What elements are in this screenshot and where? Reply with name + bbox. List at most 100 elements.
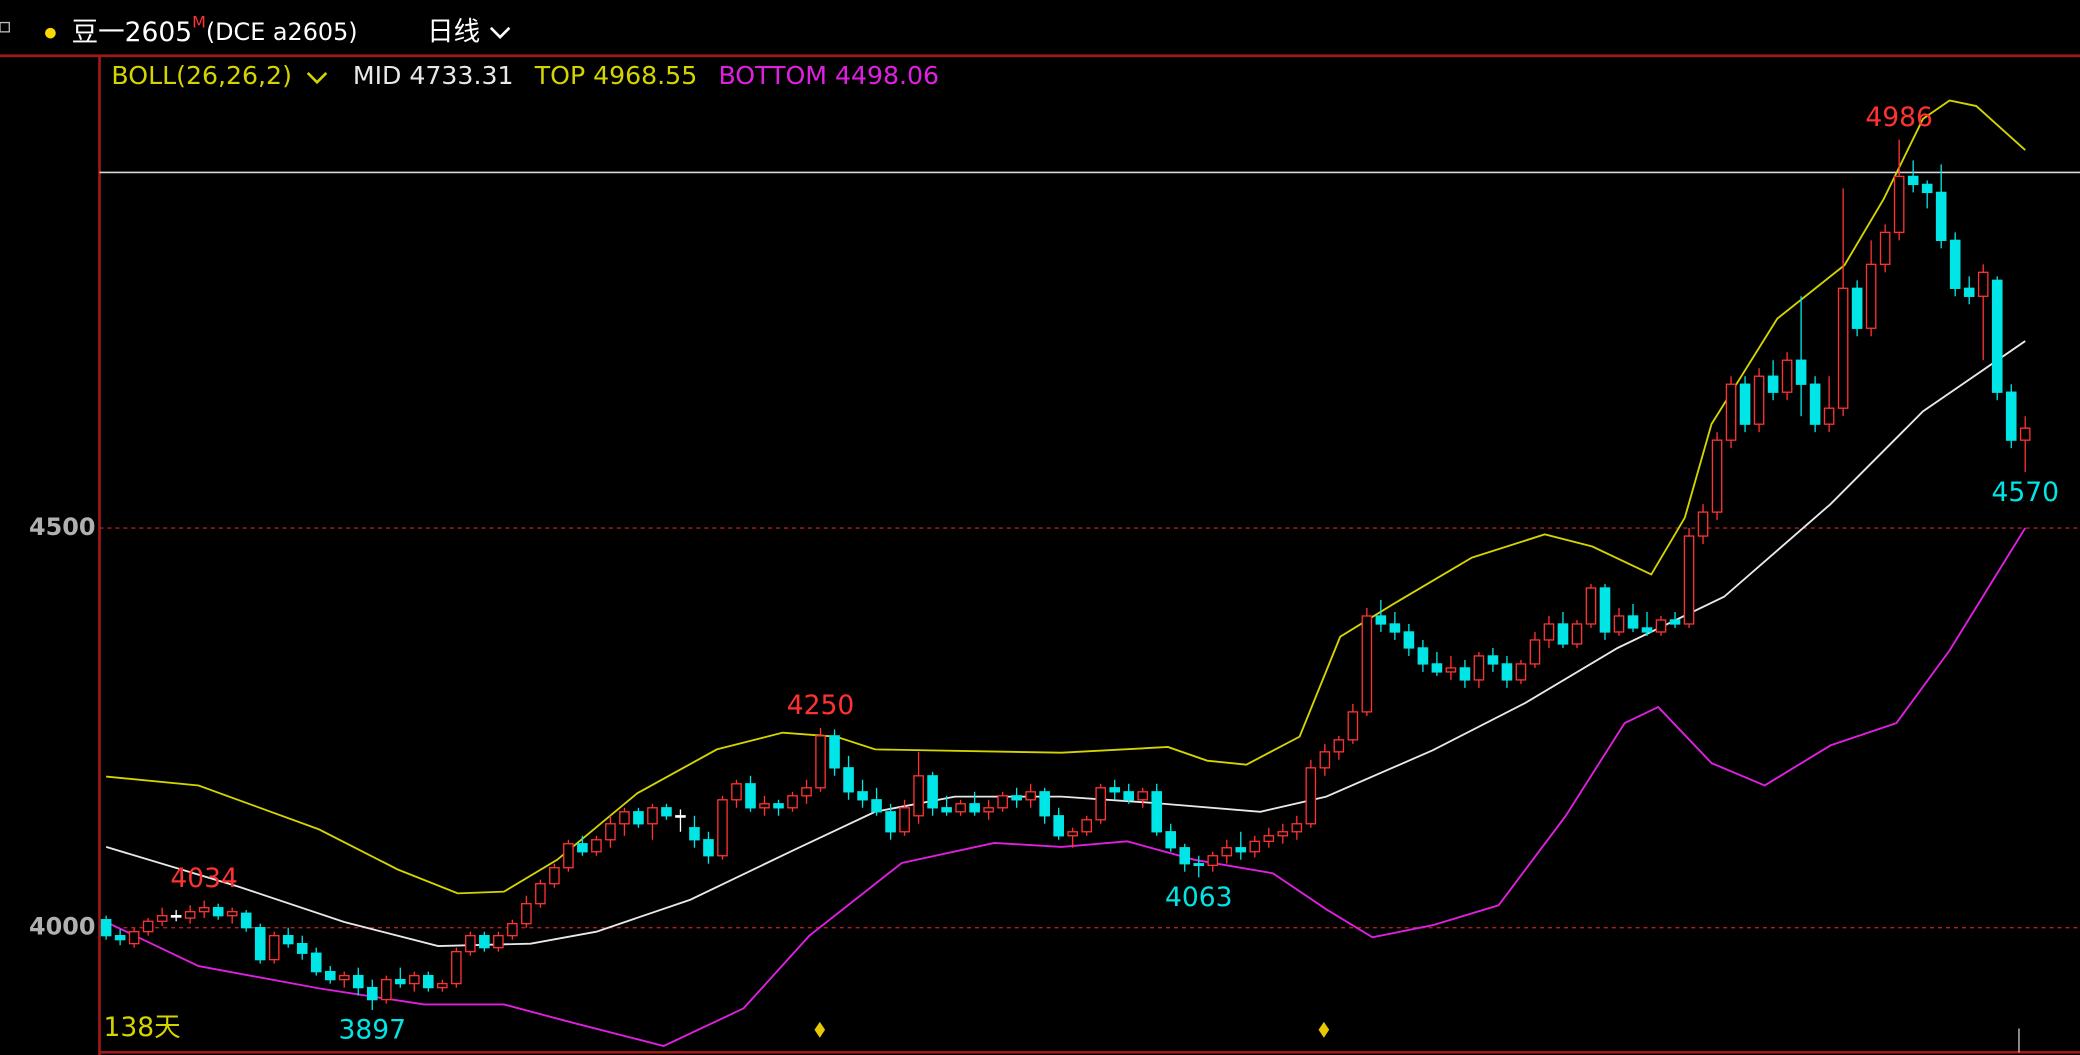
extreme-label: 4986 — [1865, 102, 1932, 133]
candle-body — [1431, 663, 1443, 673]
candle-body — [1823, 407, 1835, 425]
candle-body — [1585, 587, 1597, 625]
candle-body — [1935, 191, 1947, 242]
candle-body — [1767, 375, 1779, 393]
candle-body — [184, 911, 196, 919]
candle-body — [1529, 639, 1541, 665]
menu-icon[interactable] — [0, 21, 10, 33]
candle-body — [1991, 279, 2003, 393]
candle-body — [549, 867, 560, 885]
candle-body — [296, 942, 308, 954]
candle-body — [1809, 383, 1821, 425]
candle-body — [437, 982, 448, 989]
candle-body — [1151, 791, 1163, 833]
candle-body — [142, 920, 154, 933]
candle-body — [759, 803, 770, 809]
candle-body — [1641, 627, 1653, 633]
candle-body — [1907, 175, 1919, 186]
legend-value: 4733.31 — [409, 61, 513, 90]
event-marker[interactable] — [814, 1021, 826, 1038]
candle-body — [1095, 787, 1107, 821]
event-marker[interactable] — [1318, 1021, 1330, 1038]
candle-body — [1963, 287, 1975, 297]
legend-name: BOTTOM — [718, 61, 827, 90]
candle-body — [1711, 439, 1723, 513]
indicator-name[interactable]: BOLL(26,26,2) — [111, 61, 291, 90]
candle-body — [128, 931, 140, 945]
indicator-line — [106, 99, 2026, 895]
candle-body — [1837, 287, 1849, 409]
candle-body — [282, 934, 294, 945]
candle-body — [1921, 183, 1933, 194]
candle-body — [1221, 847, 1233, 857]
candle-body — [1851, 287, 1863, 329]
candle-body — [1697, 511, 1709, 537]
indicator-dropdown[interactable] — [306, 72, 328, 85]
candle-body — [1319, 751, 1331, 769]
candle-body — [1781, 359, 1793, 393]
candle-body — [899, 807, 910, 833]
candle-body — [745, 783, 756, 809]
candle-body — [1305, 767, 1317, 825]
candle-body — [310, 952, 322, 973]
period[interactable]: 日线 — [427, 17, 480, 48]
candle-body — [1627, 615, 1639, 629]
candle-body — [969, 803, 980, 813]
y-tick-label: 4000 — [29, 913, 95, 941]
candle-body — [1557, 623, 1569, 645]
legend-value: 4968.55 — [593, 61, 697, 90]
candle-body — [1291, 823, 1303, 833]
extreme-label: 4063 — [1165, 882, 1232, 913]
candle-body — [1193, 863, 1205, 866]
candle-body — [1445, 667, 1457, 673]
legend-name: MID — [353, 61, 402, 90]
candle-body — [1403, 631, 1415, 649]
candle-body — [1669, 619, 1681, 625]
candle-body — [801, 787, 812, 797]
candle-body — [1655, 619, 1667, 633]
candle-body — [857, 791, 868, 801]
candle-body — [507, 923, 518, 937]
candle-body — [703, 839, 714, 857]
candle-body — [1473, 655, 1485, 681]
candle-body — [2019, 427, 2031, 441]
period-dropdown[interactable] — [489, 26, 511, 40]
candle-body — [1459, 667, 1471, 681]
candle-body — [955, 803, 966, 813]
candle-body — [268, 934, 280, 961]
candle-body — [1725, 383, 1737, 441]
symbol-mark: M — [192, 12, 206, 31]
candle-body — [1487, 655, 1499, 665]
candle-body — [1375, 615, 1387, 625]
legend-value: 4498.06 — [835, 61, 939, 90]
candle-body — [1977, 271, 1989, 297]
extreme-label: 3897 — [339, 1015, 406, 1046]
candle-body — [1067, 831, 1078, 837]
candle-body — [633, 811, 644, 825]
candle-body — [1123, 791, 1135, 801]
candle-body — [1263, 835, 1275, 843]
candle-body — [1109, 787, 1121, 793]
candle-body — [941, 807, 952, 813]
candle-body — [226, 911, 238, 917]
candle-body — [1025, 791, 1036, 801]
candle-body — [114, 934, 126, 941]
candle-body — [1613, 615, 1625, 633]
candle-body — [338, 974, 350, 981]
candle-body — [815, 735, 826, 789]
candle-body — [1137, 791, 1149, 801]
candle-body — [1039, 791, 1050, 817]
candle-body — [100, 919, 112, 937]
candle-body — [675, 815, 686, 818]
days-label: 138天 — [103, 1012, 180, 1043]
candle-body — [366, 986, 378, 1001]
candle-body — [647, 807, 658, 825]
candle-body — [479, 934, 490, 949]
header-title: 豆一2605M(DCE a2605) — [72, 12, 358, 48]
extreme-label: 4034 — [170, 863, 237, 894]
candle-body — [1739, 383, 1751, 425]
candle-body — [1165, 831, 1177, 849]
candle-body — [1543, 623, 1555, 641]
candle-body — [913, 775, 924, 817]
